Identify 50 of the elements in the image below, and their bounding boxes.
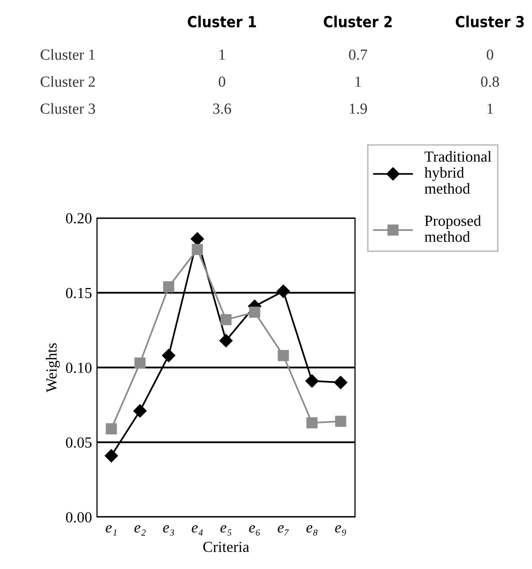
point bbox=[106, 423, 117, 434]
y-tick-label: 0.15 bbox=[66, 288, 92, 298]
point bbox=[190, 232, 204, 246]
category-label: Cluster 2 bbox=[324, 16, 392, 28]
text: 0.8 bbox=[481, 76, 499, 87]
y-tick-label: 0.00 bbox=[66, 512, 92, 523]
category-label: Cluster 3 bbox=[40, 103, 95, 114]
text: 1 bbox=[488, 104, 493, 114]
x-tick-label: e₃ bbox=[163, 525, 174, 536]
point bbox=[133, 404, 147, 418]
category-label: Cluster 3 bbox=[456, 16, 524, 28]
x-axis-title: Criteria bbox=[203, 542, 250, 552]
text: 0 bbox=[218, 76, 226, 87]
point bbox=[104, 449, 118, 462]
point bbox=[192, 244, 203, 255]
point bbox=[163, 281, 174, 292]
x-tick-label: e₇ bbox=[278, 525, 289, 536]
category-label: Cluster 1 bbox=[188, 16, 256, 28]
point bbox=[162, 348, 176, 362]
legend-label: Proposed method bbox=[424, 215, 482, 242]
point bbox=[335, 416, 346, 427]
y-tick-label: 0.10 bbox=[66, 362, 92, 374]
x-tick-label: e₂ bbox=[134, 525, 146, 536]
text: 1 bbox=[356, 76, 361, 87]
point bbox=[219, 334, 233, 348]
point bbox=[276, 284, 290, 298]
x-tick-label: e₁ bbox=[106, 525, 116, 536]
point bbox=[306, 417, 318, 428]
category-label: Cluster 2 bbox=[40, 76, 95, 87]
y-axis-title: Weights bbox=[46, 343, 60, 392]
x-tick-label: e₈ bbox=[306, 525, 318, 536]
y-tick-label: 0.05 bbox=[66, 437, 92, 448]
x-tick-label: e₄ bbox=[192, 525, 203, 536]
text: 3.6 bbox=[213, 104, 232, 114]
point bbox=[220, 314, 232, 326]
text: 1.9 bbox=[350, 104, 367, 114]
legend-label: Traditional hybrid method bbox=[424, 151, 492, 194]
text: 1 bbox=[220, 50, 225, 60]
x-tick-label: e₉ bbox=[335, 525, 346, 536]
point bbox=[305, 374, 319, 388]
x-tick-label: e₅ bbox=[220, 525, 232, 536]
point bbox=[334, 376, 348, 390]
text: 0 bbox=[486, 50, 494, 60]
point bbox=[278, 350, 289, 362]
point bbox=[249, 306, 260, 318]
category-label: Cluster 1 bbox=[40, 49, 95, 60]
y-tick-label: 0.20 bbox=[66, 213, 92, 224]
point bbox=[134, 357, 146, 369]
x-tick-label: e₆ bbox=[249, 525, 260, 536]
text: 0.7 bbox=[349, 50, 368, 60]
